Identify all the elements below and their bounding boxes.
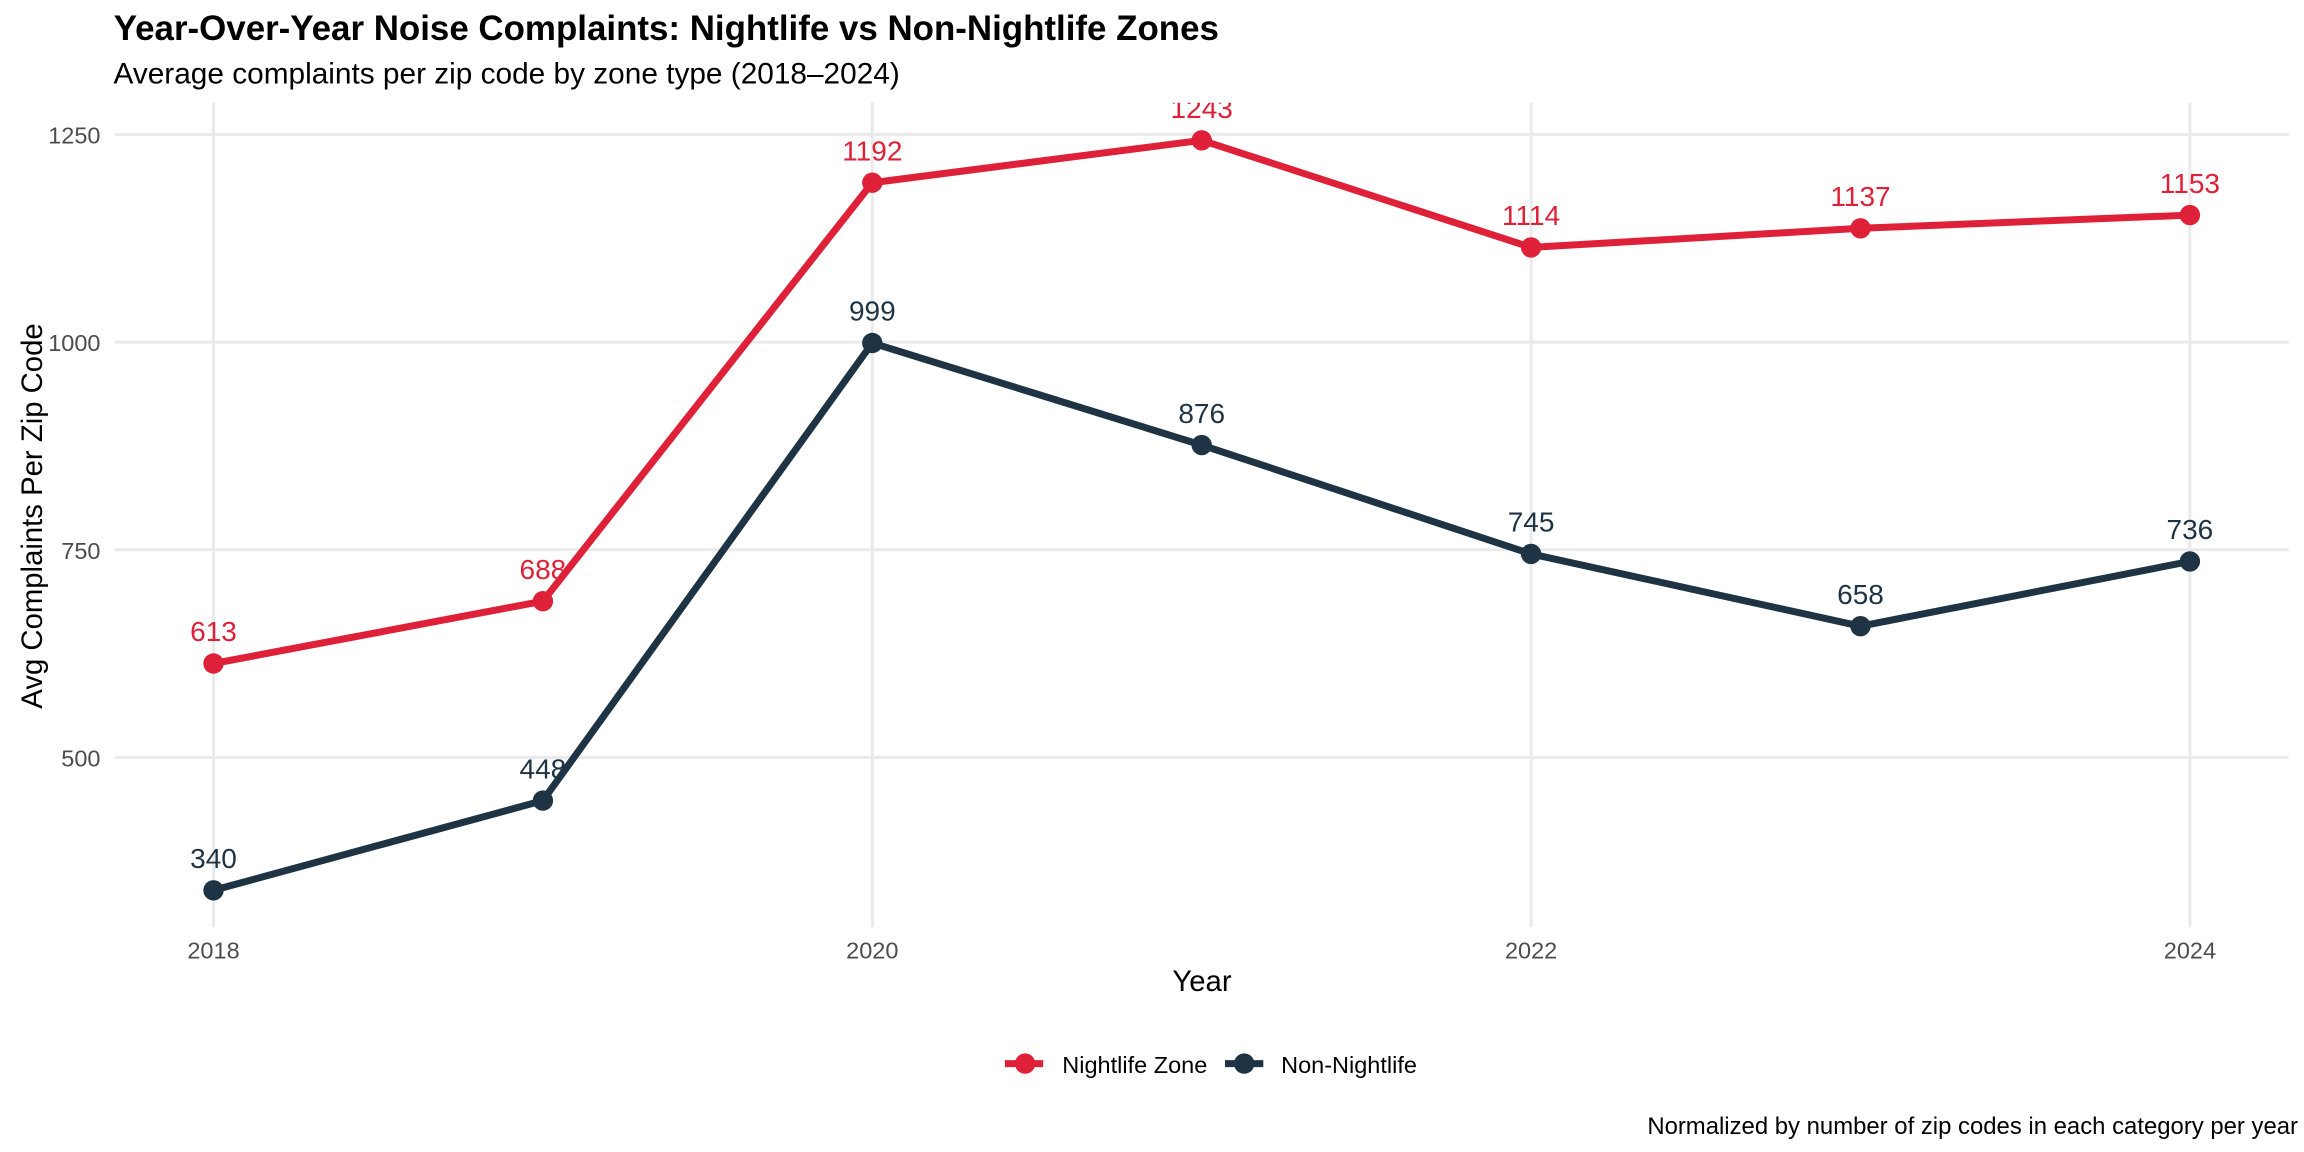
svg-text:340: 340 [190,843,237,874]
svg-text:736: 736 [2167,514,2214,545]
svg-text:1153: 1153 [2160,168,2220,199]
svg-text:Year: Year [1172,965,1231,998]
svg-text:876: 876 [1178,398,1225,429]
svg-text:448: 448 [520,753,567,784]
svg-text:Non-Nightlife: Non-Nightlife [1281,1052,1417,1078]
svg-text:658: 658 [1837,579,1884,610]
svg-text:1243: 1243 [1171,93,1233,124]
svg-text:2020: 2020 [846,938,898,964]
svg-text:1000: 1000 [48,330,100,356]
svg-text:Avg Complaints Per Zip Code: Avg Complaints Per Zip Code [16,323,49,708]
svg-text:500: 500 [61,745,100,771]
svg-text:750: 750 [61,538,100,564]
svg-text:999: 999 [849,296,896,327]
svg-text:Normalized by number of zip co: Normalized by number of zip codes in eac… [1647,1113,2298,1140]
svg-text:2018: 2018 [187,938,239,964]
svg-text:Year-Over-Year Noise Complaint: Year-Over-Year Noise Complaints: Nightli… [114,9,1219,48]
svg-text:745: 745 [1508,507,1555,538]
svg-text:Nightlife Zone: Nightlife Zone [1062,1052,1207,1078]
svg-text:Average complaints per zip cod: Average complaints per zip code by zone … [114,57,900,90]
svg-text:613: 613 [190,616,237,647]
svg-text:2024: 2024 [2164,938,2216,964]
svg-text:1114: 1114 [1502,200,1560,231]
svg-text:1192: 1192 [842,135,902,166]
svg-text:1137: 1137 [1830,181,1890,212]
svg-text:2022: 2022 [1505,938,1557,964]
svg-text:1250: 1250 [48,123,100,149]
svg-text:688: 688 [520,554,567,585]
